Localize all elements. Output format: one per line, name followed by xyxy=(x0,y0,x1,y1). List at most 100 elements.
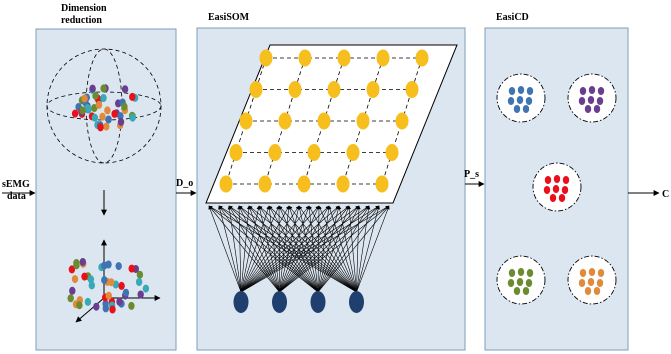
som-connection xyxy=(279,205,291,293)
cluster-dot xyxy=(562,176,570,184)
som-connection xyxy=(227,205,242,293)
som-connection xyxy=(218,205,357,293)
axes-dot xyxy=(81,272,88,281)
cluster-dot xyxy=(513,287,521,295)
cluster-dot xyxy=(525,97,533,105)
cluster-dot xyxy=(578,279,586,287)
cluster-dot xyxy=(579,87,587,95)
axes-dot xyxy=(87,275,95,284)
som-node xyxy=(317,112,331,130)
som-connection xyxy=(356,205,371,293)
output-label: C xyxy=(662,189,669,200)
som-connection xyxy=(277,205,281,293)
axes-dot xyxy=(128,301,135,310)
cluster-dot xyxy=(526,87,534,95)
cluster-dot xyxy=(516,96,524,104)
som-node xyxy=(249,81,263,98)
som-connection xyxy=(208,205,280,293)
som-node xyxy=(346,144,360,161)
clusters xyxy=(496,73,617,305)
axes-dot xyxy=(135,278,143,286)
som-connection xyxy=(240,205,320,293)
sphere-dots xyxy=(71,84,139,132)
d-o-label: D_o xyxy=(176,178,193,189)
som-connection xyxy=(298,205,357,293)
som-connection xyxy=(228,205,357,293)
input-neuron xyxy=(233,291,249,313)
axes-dot xyxy=(109,305,116,314)
som-connection xyxy=(240,205,270,293)
axes-dot xyxy=(142,284,150,293)
dimension-reduction-title-line2: reduction xyxy=(61,15,102,26)
som-connection xyxy=(307,205,319,293)
input-neuron xyxy=(349,291,364,313)
cluster-dot xyxy=(544,176,552,184)
cluster-dot xyxy=(513,105,521,113)
sphere-dot xyxy=(117,112,124,121)
cluster-dot xyxy=(593,105,601,113)
sphere-dot xyxy=(100,94,107,102)
som-connection xyxy=(240,205,380,293)
som-connection xyxy=(279,205,320,293)
sphere-dot xyxy=(92,91,99,100)
axes-dot xyxy=(137,290,144,299)
som-connection xyxy=(317,205,380,293)
som-connection xyxy=(240,205,300,293)
som-connection xyxy=(317,205,340,293)
som-connection xyxy=(240,205,340,293)
som-node xyxy=(405,81,419,98)
som-connection xyxy=(279,205,301,293)
som-connection xyxy=(279,205,370,293)
cluster-dot xyxy=(558,194,566,202)
cluster-dot xyxy=(526,269,534,277)
som-connections xyxy=(208,205,390,293)
som-connection xyxy=(279,205,360,293)
som-connection xyxy=(279,205,350,293)
som-connection xyxy=(288,205,357,293)
p-s-label: P_s xyxy=(464,169,479,180)
axes-dot xyxy=(79,258,87,266)
som-node xyxy=(375,175,389,193)
som-node xyxy=(219,175,233,193)
sphere-dot xyxy=(89,84,96,93)
som-connection xyxy=(258,205,280,293)
som-connection xyxy=(288,205,319,293)
som-connection xyxy=(328,205,357,293)
som-connection xyxy=(240,205,310,293)
som-connection xyxy=(297,205,319,293)
easisom-title: EasiSOM xyxy=(208,12,250,23)
cluster-dot xyxy=(588,86,596,94)
axes-3d-diagram xyxy=(67,239,161,323)
cluster-dot xyxy=(597,87,605,95)
som-connection xyxy=(317,205,370,293)
cluster-orange xyxy=(567,255,617,305)
som-connection xyxy=(258,205,357,293)
cluster-green xyxy=(496,255,546,305)
axes-dot xyxy=(84,297,92,306)
som-plane xyxy=(205,44,458,204)
cluster-dot xyxy=(561,186,569,194)
som-connection xyxy=(238,205,319,293)
axes-dot xyxy=(108,278,115,287)
som-connection xyxy=(318,205,357,293)
som-connection xyxy=(337,205,357,293)
som-connection xyxy=(356,205,390,293)
som-connection xyxy=(317,205,360,293)
som-connection xyxy=(308,205,357,293)
som-node xyxy=(395,112,409,130)
som-node xyxy=(327,81,341,98)
som-connection xyxy=(208,205,357,293)
cluster-dot xyxy=(596,97,604,105)
axes-dot xyxy=(68,265,76,274)
som-connection xyxy=(347,205,357,293)
som-connection xyxy=(279,205,340,293)
cluster-purple xyxy=(567,73,617,123)
som-connection xyxy=(208,205,242,293)
input-neuron xyxy=(272,291,287,313)
som-connection xyxy=(267,205,280,293)
sphere-dot xyxy=(91,104,98,112)
sphere-dot xyxy=(81,94,88,103)
som-node xyxy=(259,49,273,67)
input-label-line2: data xyxy=(7,191,26,202)
sphere-dot xyxy=(100,84,107,93)
